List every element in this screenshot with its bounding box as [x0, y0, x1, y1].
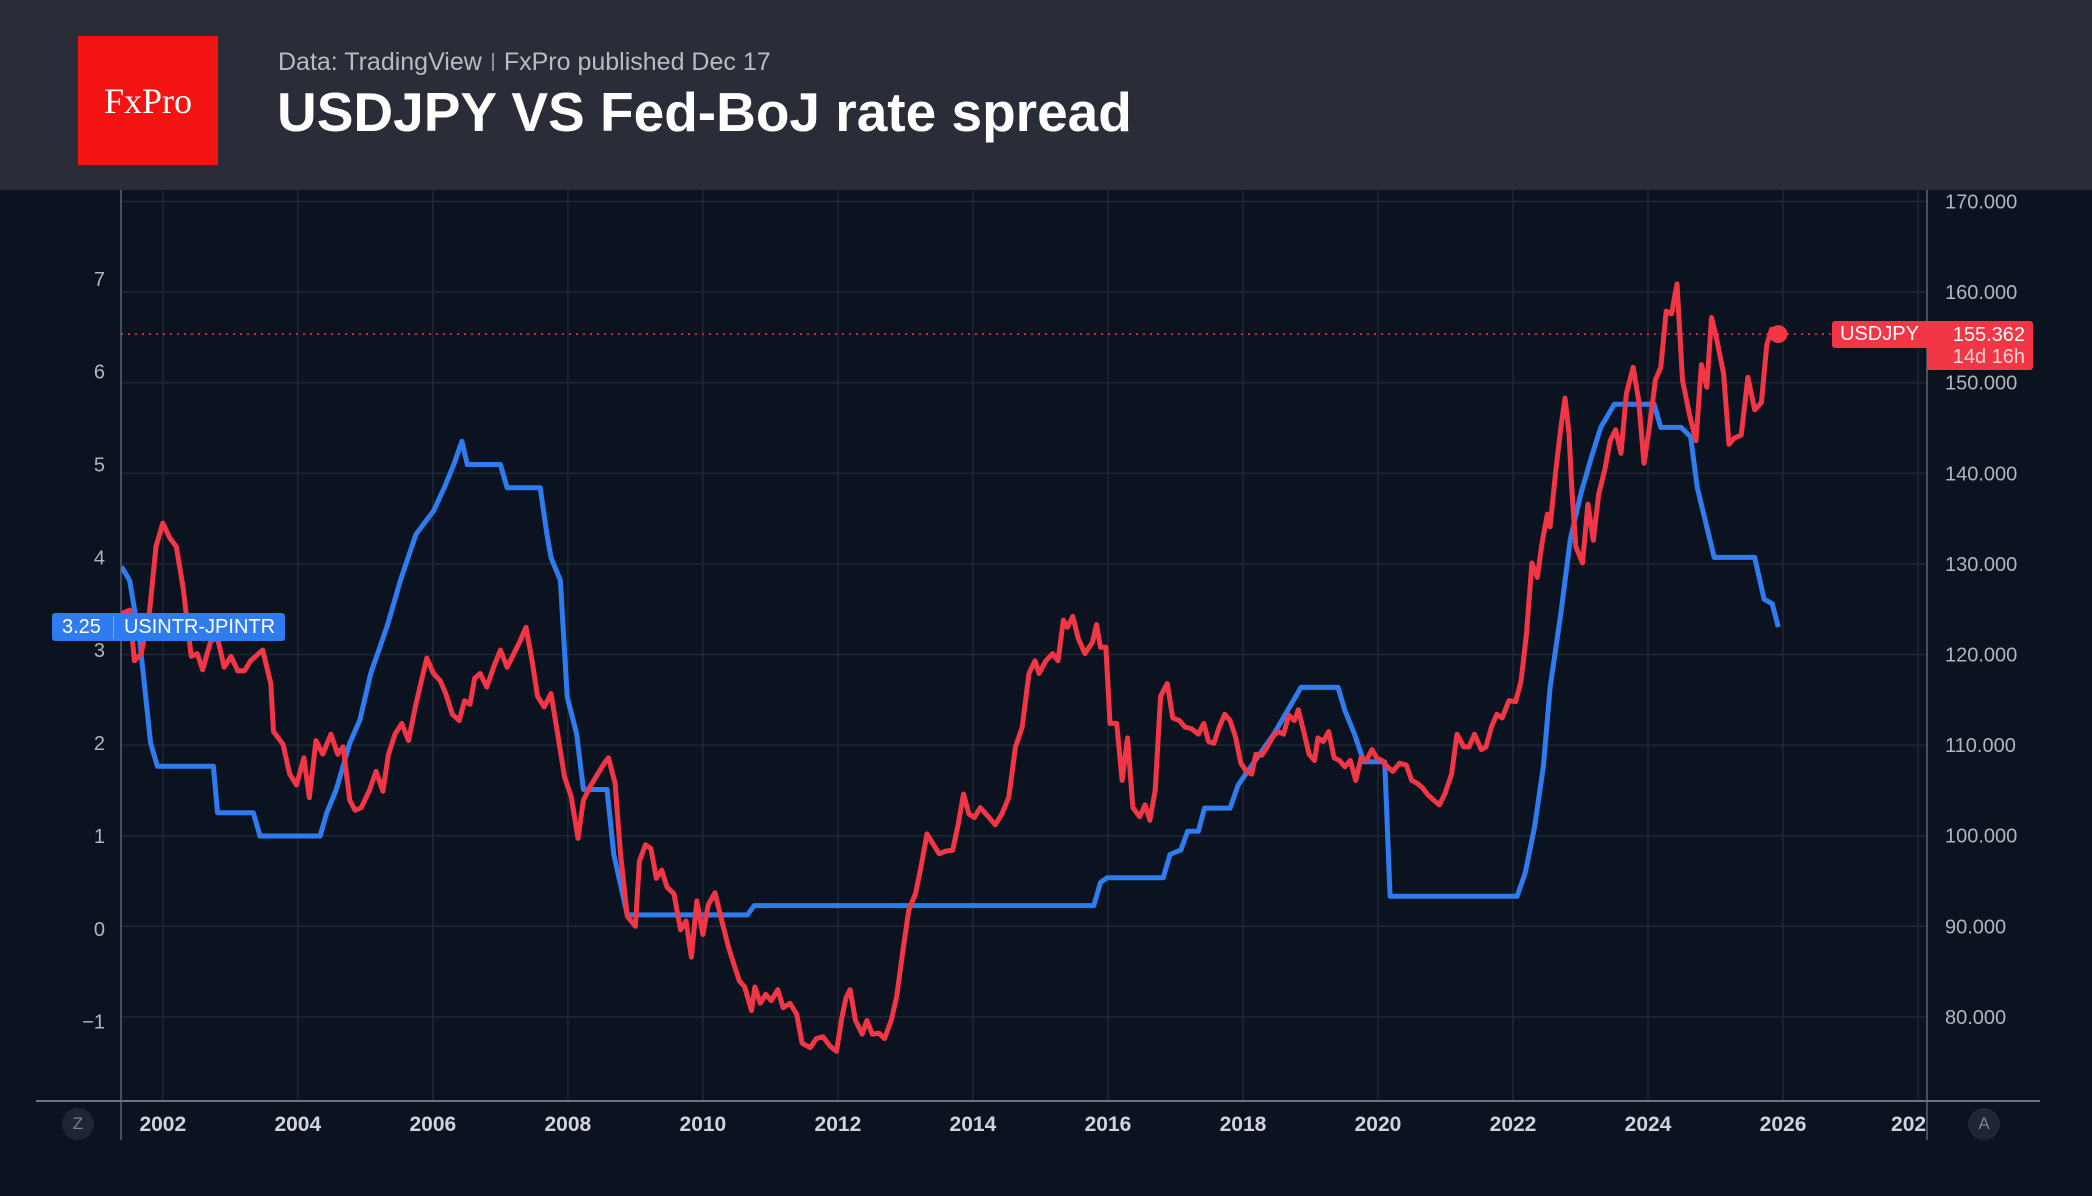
right-tick-label: 90.000 [1945, 916, 2006, 938]
x-tick-label: 2016 [1085, 1113, 1132, 1136]
left-tick-label: 0 [94, 919, 105, 941]
usdjpy-name-label: USDJPY [1832, 321, 1927, 348]
right-tick-label: 110.000 [1945, 735, 2016, 757]
x-tick-label: 2024 [1625, 1113, 1672, 1136]
usdjpy-name: USDJPY [1840, 323, 1919, 345]
right-tick-label: 130.000 [1945, 554, 2017, 576]
usdjpy-price-label: 155.362 14d 16h [1927, 321, 2033, 370]
usdjpy-countdown: 14d 16h [1952, 345, 2025, 368]
data-source: Data: TradingView [278, 48, 482, 76]
series-line-usdjpy[interactable] [121, 281, 1780, 1054]
chart-title: USDJPY VS Fed-BoJ rate spread [277, 81, 1132, 143]
left-tick-label: 1 [94, 826, 105, 848]
right-tick-label: 150.000 [1945, 373, 2017, 395]
x-tick-label: 202 [1891, 1113, 1926, 1136]
x-tick-label: 2012 [815, 1113, 862, 1136]
left-tick-label: 5 [94, 455, 105, 477]
grid [121, 190, 1927, 1101]
x-tick-label: 2006 [409, 1113, 456, 1136]
right-tick-label: 80.000 [1945, 1007, 2006, 1029]
usdjpy-last-point [1769, 325, 1788, 344]
logo-text: FxPro [103, 80, 193, 121]
usdjpy-price: 155.362 [1952, 323, 2025, 346]
x-tick-label: 2004 [274, 1113, 321, 1136]
separator [491, 53, 494, 71]
subtitle: Data: TradingView FxPro published Dec 17 [278, 48, 771, 77]
left-tick-label: 2 [94, 733, 105, 755]
x-tick-label: 2002 [139, 1113, 186, 1136]
left-tick-label: 3 [94, 640, 105, 662]
fxpro-logo: FxPro [78, 36, 218, 165]
x-tick-label: 2018 [1220, 1113, 1267, 1136]
x-tick-label: 2010 [680, 1113, 727, 1136]
left-axis: 7 6 5 4 3 2 1 0 −1 [82, 269, 105, 1034]
right-tick-label: 170.000 [1945, 192, 2017, 214]
left-tick-label: 6 [94, 362, 105, 384]
spread-value: 3.25 [52, 615, 114, 639]
x-tick-label: 2008 [545, 1113, 592, 1136]
left-tick-label: 7 [94, 269, 105, 291]
x-tick-label: 2020 [1355, 1113, 1402, 1136]
right-tick-label: 120.000 [1945, 645, 2017, 667]
zoom-reset-button[interactable]: Z [62, 1108, 94, 1140]
x-axis: 2002 2004 2006 2008 2010 2012 2014 2016 2018 2020… [139, 1113, 1926, 1136]
right-axis: 170.000 160.000 150.000 140.000 130.000 120.0… [1945, 192, 2017, 1029]
x-tick-label: 2014 [950, 1113, 997, 1136]
x-tick-label: 2022 [1490, 1113, 1537, 1136]
x-tick-label: 2026 [1760, 1113, 1807, 1136]
header: FxPro Data: TradingView FxPro published D… [0, 0, 2092, 190]
published-date: FxPro published Dec 17 [503, 48, 771, 76]
spread-name: USINTR-JPINTR [123, 615, 276, 638]
series-line-usintr-jpintr[interactable] [121, 401, 1781, 918]
left-tick-label: −1 [82, 1012, 105, 1034]
spread-last-value-label: 3.25 USINTR-JPINTR [52, 613, 286, 641]
right-tick-label: 100.000 [1945, 826, 2017, 848]
left-tick-label: 4 [94, 547, 105, 569]
right-tick-label: 160.000 [1945, 282, 2017, 304]
auto-scale-button[interactable]: A [1968, 1108, 2000, 1140]
right-tick-label: 140.000 [1945, 463, 2017, 485]
